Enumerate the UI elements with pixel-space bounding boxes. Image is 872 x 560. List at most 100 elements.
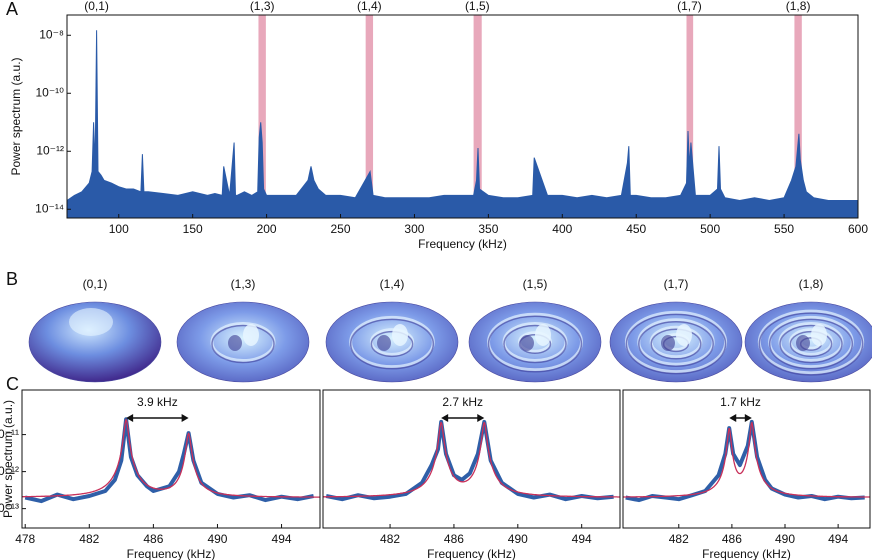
splitting-label: 2.7 kHz (442, 395, 483, 409)
panel-label: C (6, 374, 19, 394)
nodal-shadow (768, 318, 854, 370)
lobe (243, 324, 259, 346)
mode-shape-label: (1,5) (523, 277, 548, 291)
x-axis-label: Frequency (kHz) (427, 547, 516, 560)
y-tick-label: 10⁻¹² (0, 464, 19, 478)
y-tick-label: 10⁻¹² (36, 143, 64, 157)
mode-shape (28, 301, 162, 383)
data-line (24, 417, 314, 504)
x-tick-label: 482 (669, 532, 689, 546)
mode-band (794, 15, 802, 218)
plot-frame (322, 389, 621, 529)
y-axis-label: Power spectrum (a.u.) (9, 57, 23, 175)
lobe (392, 324, 408, 346)
splitting-label: 1.7 kHz (720, 395, 761, 409)
x-tick-label: 250 (331, 222, 351, 236)
mode-shape-label: (1,4) (380, 277, 405, 291)
mode-shape (176, 301, 310, 383)
mode-band (258, 15, 266, 218)
lobe (811, 324, 827, 346)
x-tick-label: 600 (848, 222, 868, 236)
y-tick-label: 10⁻¹⁰ (36, 85, 65, 99)
lobe (535, 324, 551, 346)
lobe-dip (796, 335, 810, 351)
fit-line (623, 421, 870, 498)
mode-label: (1,3) (250, 0, 275, 13)
membrane (28, 301, 162, 383)
nodal-shadow (349, 318, 435, 370)
fit-line (22, 418, 320, 498)
mode-shape-label: (1,7) (664, 277, 689, 291)
y-axis-label: Power spectrum (a.u.) (1, 400, 15, 518)
x-tick-label: 494 (572, 532, 592, 546)
splitting-label: 3.9 kHz (137, 395, 178, 409)
fit-line (323, 421, 620, 498)
mode-band (365, 15, 374, 218)
x-tick-label: 500 (700, 222, 720, 236)
x-tick-label: 100 (109, 222, 129, 236)
mode-shape-label: (1,3) (231, 277, 256, 291)
x-tick-label: 486 (444, 532, 464, 546)
y-tick-label: 10⁻⁸ (39, 27, 64, 41)
x-tick-label: 494 (828, 532, 848, 546)
mode-label: (1,5) (465, 0, 490, 13)
nodal-shadow (518, 334, 552, 354)
nodal-shadow (487, 315, 583, 373)
mode-label: (1,4) (357, 0, 382, 13)
lobe-dip (377, 335, 391, 351)
x-tick-label: 350 (478, 222, 498, 236)
y-tick-label: 10⁻¹³ (0, 501, 19, 515)
lobe-dip (661, 335, 675, 351)
mode-label: (0,1) (84, 0, 109, 13)
x-tick-label: 490 (207, 532, 227, 546)
x-tick-label: 200 (257, 222, 277, 236)
lobe-dip (520, 335, 534, 351)
nodal-shadow (625, 313, 727, 375)
nodal-shadow (503, 324, 567, 364)
x-tick-label: 486 (143, 532, 163, 546)
x-tick-label: 400 (552, 222, 572, 236)
mode-shape-label: (1,8) (799, 277, 824, 291)
nodal-shadow (211, 324, 275, 364)
data-line (325, 419, 614, 502)
mode-shape (468, 301, 602, 383)
x-axis-label: Frequency (kHz) (127, 547, 216, 560)
plot-frame (66, 14, 859, 219)
x-tick-label: 150 (183, 222, 203, 236)
panel-label: A (6, 0, 18, 19)
nodal-shadow (638, 321, 714, 367)
x-tick-label: 478 (15, 532, 35, 546)
peak (69, 308, 113, 336)
mode-label: (1,8) (786, 0, 811, 13)
x-tick-label: 450 (626, 222, 646, 236)
membrane (176, 301, 310, 383)
membrane (325, 301, 459, 383)
plot-frame (622, 389, 871, 529)
mode-shape (325, 301, 459, 383)
x-tick-label: 494 (272, 532, 292, 546)
nodal-shadow (758, 312, 864, 376)
mode-label: (1,7) (677, 0, 702, 13)
mode-shape-label: (0,1) (83, 277, 108, 291)
plot-frame (21, 389, 321, 529)
mode-band (473, 15, 482, 218)
x-tick-label: 490 (508, 532, 528, 546)
y-tick-label: 10⁻¹⁴ (35, 201, 64, 215)
x-tick-label: 550 (774, 222, 794, 236)
mode-shape (609, 301, 743, 383)
data-line (625, 419, 865, 503)
x-tick-label: 300 (404, 222, 424, 236)
nodal-shadow (650, 328, 702, 360)
nodal-shadow (779, 324, 843, 364)
x-tick-label: 482 (380, 532, 400, 546)
lobe (676, 324, 692, 346)
nodal-shadow (370, 330, 414, 358)
mode-band (686, 15, 694, 218)
arrow-head (126, 414, 189, 422)
arrow-head (729, 414, 752, 422)
mode-shape (744, 301, 872, 383)
x-tick-label: 482 (79, 532, 99, 546)
nodal-shadow (789, 330, 833, 358)
spectrum-area (66, 30, 859, 219)
